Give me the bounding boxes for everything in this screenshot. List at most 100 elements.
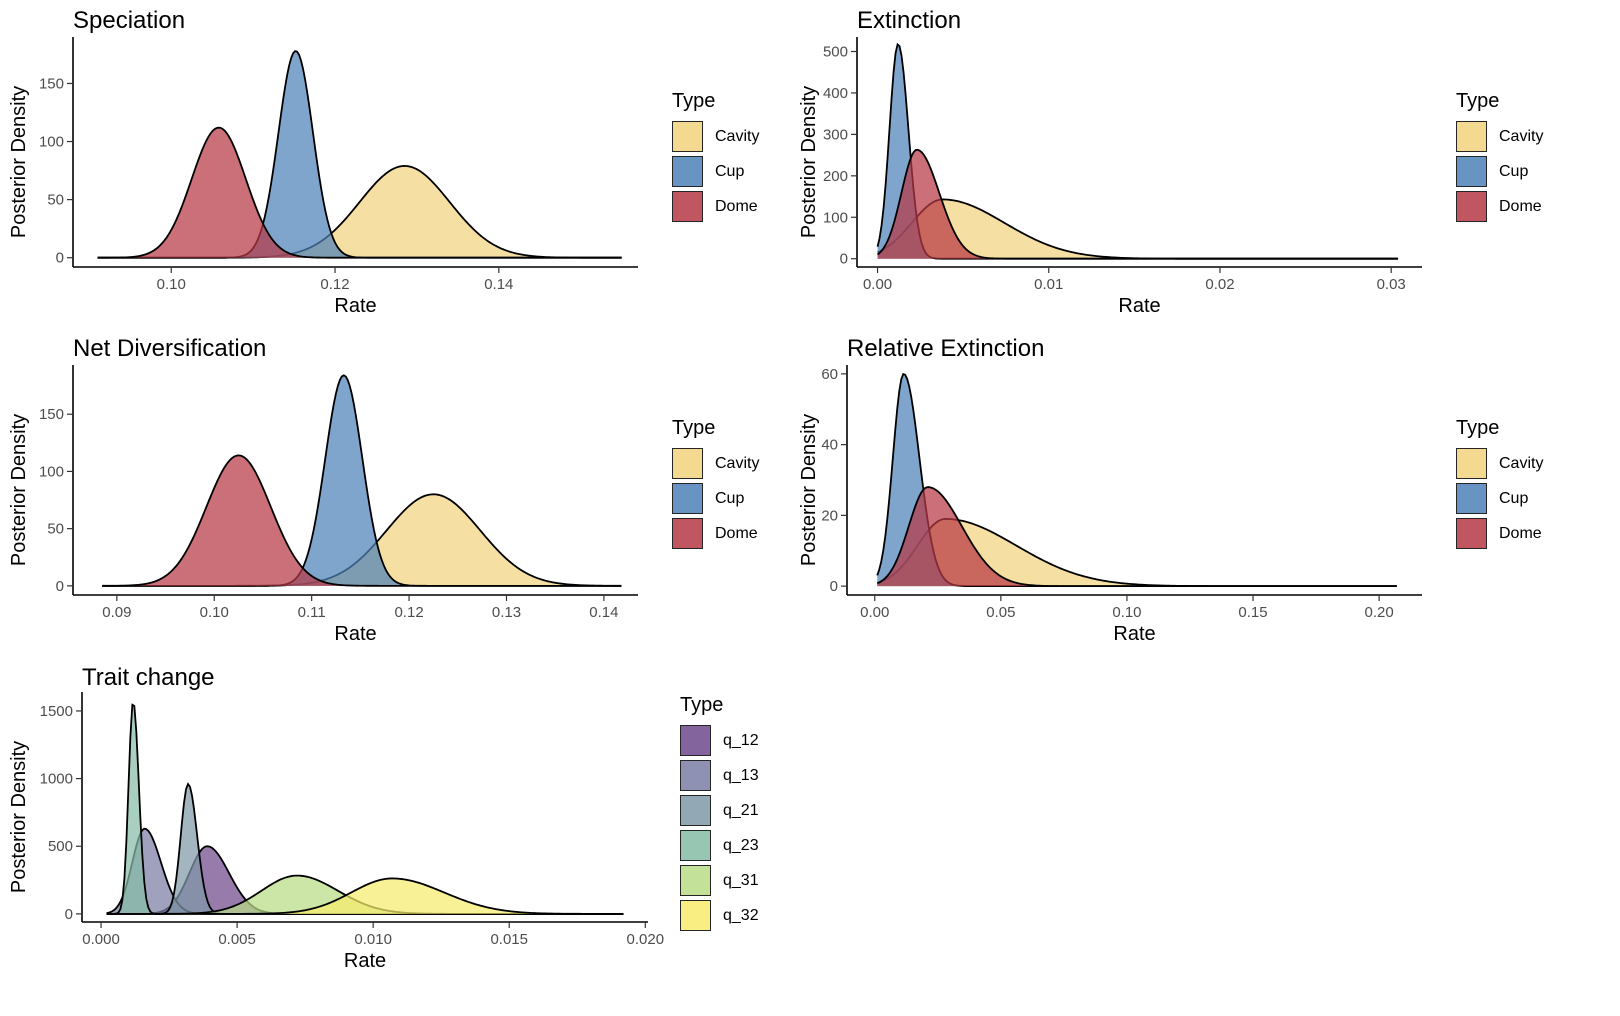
legend-swatch xyxy=(1456,191,1487,222)
legend-swatch xyxy=(680,795,711,826)
x-tick-label: 0.05 xyxy=(986,604,1015,621)
y-tick-label: 1500 xyxy=(40,703,73,720)
chart-title: Speciation xyxy=(73,7,185,34)
legend-speciation: Type Cavity Cup Dome xyxy=(672,90,759,224)
legend-item-q_12: q_12 xyxy=(680,723,759,758)
legend-title: Type xyxy=(680,694,759,717)
legend-item-dome: Dome xyxy=(1456,516,1543,551)
x-tick-label: 0.12 xyxy=(394,604,423,621)
legend-item-cup: Cup xyxy=(1456,154,1543,189)
x-tick-label: 0.01 xyxy=(1034,276,1063,293)
x-tick-label: 0.11 xyxy=(298,604,326,621)
legend-swatch xyxy=(672,121,703,152)
y-axis-title: Posterior Density xyxy=(8,741,30,893)
x-tick-label: 0.12 xyxy=(320,276,349,293)
x-tick-label: 0.03 xyxy=(1377,276,1406,293)
legend-item-cup: Cup xyxy=(672,481,759,516)
legend-item-cup: Cup xyxy=(672,154,759,189)
legend-label: Dome xyxy=(715,525,758,543)
legend-item-dome: Dome xyxy=(672,189,759,224)
panel-net-diversification: Net Diversification 0.09 0.10 0.11 0.12 0.13 0… xyxy=(0,330,660,660)
x-tick-label: 0.005 xyxy=(218,931,256,948)
x-tick-label: 0.020 xyxy=(627,931,665,948)
x-tick-label: 0.10 xyxy=(157,276,186,293)
legend-swatch xyxy=(1456,156,1487,187)
x-tick-label: 0.015 xyxy=(490,931,528,948)
legend-item-cavity: Cavity xyxy=(1456,446,1543,481)
legend-item-cavity: Cavity xyxy=(1456,119,1543,154)
y-tick-label: 20 xyxy=(821,507,838,524)
chart-title: Extinction xyxy=(857,7,961,34)
x-axis-title: Rate xyxy=(344,950,386,972)
y-tick-label: 60 xyxy=(821,366,838,383)
legend-item-q_21: q_21 xyxy=(680,793,759,828)
legend-title: Type xyxy=(1456,90,1543,113)
legend-item-dome: Dome xyxy=(1456,189,1543,224)
y-tick-label: 150 xyxy=(39,75,64,92)
legend-title: Type xyxy=(672,417,759,440)
x-tick-label: 0.09 xyxy=(102,604,131,621)
x-axis-title: Rate xyxy=(1118,295,1160,317)
legend-extinction: Type Cavity Cup Dome xyxy=(1456,90,1543,224)
x-tick-label: 0.14 xyxy=(589,604,618,621)
legend-label: q_12 xyxy=(723,732,759,750)
chart-title: Net Diversification xyxy=(73,335,266,362)
density-area-dome xyxy=(877,487,1397,586)
relative-extinction-plot: Relative Extinction 0.00 0.05 0.10 0.15 0.20 0… xyxy=(790,330,1450,660)
legend-label: q_31 xyxy=(723,872,759,890)
legend-label: Cavity xyxy=(715,128,759,146)
legend-item-q_13: q_13 xyxy=(680,758,759,793)
legend-item-q_23: q_23 xyxy=(680,828,759,863)
y-axis-title: Posterior Density xyxy=(8,86,30,238)
legend-label: Cavity xyxy=(1499,455,1543,473)
x-tick-label: 0.10 xyxy=(200,604,229,621)
y-tick-label: 50 xyxy=(47,521,64,538)
y-tick-label: 0 xyxy=(840,251,848,268)
legend-item-dome: Dome xyxy=(672,516,759,551)
x-tick-label: 0.00 xyxy=(860,604,889,621)
panel-extinction: Extinction 0.00 0.01 0.02 0.03 0 100 200 300 400 5… xyxy=(790,0,1450,330)
x-tick-label: 0.10 xyxy=(1112,604,1141,621)
y-tick-label: 0 xyxy=(65,906,73,923)
legend-swatch xyxy=(1456,121,1487,152)
y-tick-label: 100 xyxy=(39,463,64,480)
legend-swatch xyxy=(680,865,711,896)
y-tick-label: 150 xyxy=(39,406,64,423)
x-axis-title: Rate xyxy=(1113,623,1155,645)
y-tick-label: 40 xyxy=(821,437,838,454)
panel-speciation: Speciation 0.10 0.12 0.14 0 50 100 150 Rate Poste… xyxy=(0,0,660,330)
legend-label: Cavity xyxy=(1499,128,1543,146)
legend-label: Cup xyxy=(1499,163,1528,181)
legend-item-q_31: q_31 xyxy=(680,863,759,898)
legend-title: Type xyxy=(672,90,759,113)
chart-title: Relative Extinction xyxy=(847,335,1044,362)
legend-label: Cup xyxy=(1499,490,1528,508)
legend-label: q_32 xyxy=(723,907,759,925)
extinction-plot: Extinction0.00 0.01 0.02 0.0301002003004005… xyxy=(790,0,1450,330)
y-axis-title: Posterior Density xyxy=(798,414,820,566)
x-tick-label: 0.13 xyxy=(492,604,521,621)
legend-swatch xyxy=(1456,448,1487,479)
legend-label: q_13 xyxy=(723,767,759,785)
legend-swatch xyxy=(672,191,703,222)
legend-item-cavity: Cavity xyxy=(672,446,759,481)
y-tick-label: 0 xyxy=(830,578,838,595)
speciation-plot: Speciation0.10 0.12 0.14050100150RatePoste… xyxy=(0,0,660,330)
y-tick-label: 100 xyxy=(39,134,64,151)
legend-label: Cup xyxy=(715,163,744,181)
x-tick-label: 0.14 xyxy=(484,276,513,293)
legend-swatch xyxy=(680,725,711,756)
legend-net-diversification: Type Cavity Cup Dome xyxy=(672,417,759,551)
legend-label: q_23 xyxy=(723,837,759,855)
legend-label: Dome xyxy=(1499,198,1542,216)
y-tick-label: 500 xyxy=(48,838,73,855)
x-axis-title: Rate xyxy=(334,295,376,317)
y-tick-label: 200 xyxy=(823,168,848,185)
y-tick-label: 0 xyxy=(56,578,64,595)
y-tick-label: 100 xyxy=(823,209,848,226)
chart-title: Trait change xyxy=(82,664,215,691)
legend-title: Type xyxy=(1456,417,1543,440)
legend-swatch xyxy=(672,448,703,479)
density-area-cup xyxy=(102,375,621,586)
legend-swatch xyxy=(1456,518,1487,549)
